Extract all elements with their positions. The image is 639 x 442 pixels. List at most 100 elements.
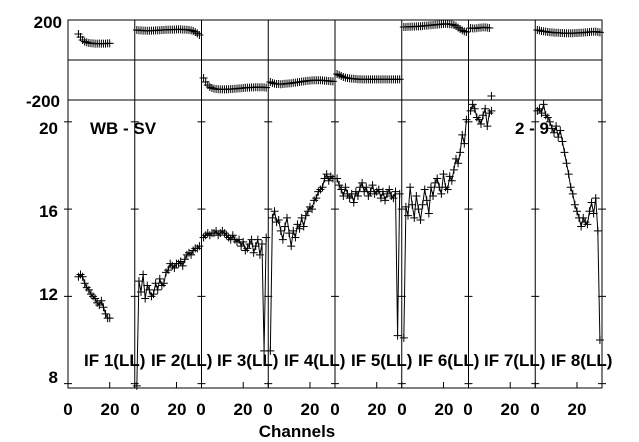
amplitude-point — [278, 235, 287, 244]
amplitude-point — [143, 281, 152, 290]
amplitude-point — [180, 255, 189, 264]
amplitude-point — [255, 250, 264, 259]
amplitude-point — [387, 192, 396, 200]
amplitude-point — [585, 207, 594, 216]
amp-tick-20: 20 — [39, 119, 58, 138]
amplitude-point — [483, 122, 492, 131]
phase-point — [333, 70, 342, 78]
amplitude-point — [349, 198, 358, 207]
phase-point — [456, 25, 465, 33]
amplitude-point — [322, 170, 331, 179]
phase-point — [335, 71, 344, 79]
phase-point — [339, 73, 348, 81]
amplitude-point — [189, 246, 198, 255]
phase-point — [454, 23, 463, 32]
phase-point — [268, 79, 277, 87]
amplitude-point — [550, 128, 559, 137]
amplitude-point — [99, 303, 108, 312]
if-label-8: IF 8(LL) — [551, 351, 612, 370]
amplitude-point — [287, 242, 296, 251]
amplitude-point — [408, 200, 417, 209]
phase-point — [460, 27, 469, 36]
amplitude-point — [412, 192, 421, 200]
amplitude-point — [91, 294, 100, 303]
amplitude-line — [78, 273, 110, 319]
phase-point — [535, 26, 544, 35]
phase-point — [337, 72, 346, 80]
amplitude-point — [468, 100, 477, 109]
x-tick-label: 0 — [196, 400, 205, 419]
amplitude-point — [195, 242, 204, 251]
amplitude-point — [362, 183, 371, 192]
amplitude-point — [245, 240, 254, 248]
amplitude-point — [164, 266, 173, 275]
amp-tick-8: 8 — [49, 368, 58, 387]
amplitude-line — [269, 172, 334, 351]
amplitude-point — [391, 187, 400, 196]
amplitude-point — [562, 159, 571, 168]
amplitude-point — [291, 233, 300, 242]
amplitude-point — [414, 205, 423, 214]
phase-point — [595, 28, 604, 37]
x-tick-label: 20 — [501, 400, 520, 419]
amplitude-point — [437, 189, 446, 198]
if-label-5: IF 5(LL) — [351, 351, 412, 370]
amplitude-point — [378, 187, 387, 196]
amplitude-point — [393, 331, 402, 340]
phase-tick-top: 200 — [34, 13, 62, 32]
amplitude-point — [429, 192, 438, 200]
amplitude-point — [481, 104, 490, 113]
phase-point — [485, 24, 494, 32]
amplitude-point — [368, 181, 377, 190]
x-tick-label: 20 — [435, 400, 454, 419]
phase-point — [82, 38, 91, 47]
amplitude-point — [262, 233, 271, 242]
amplitude-point — [385, 185, 394, 194]
amplitude-point — [445, 172, 454, 181]
amplitude-point — [593, 226, 602, 235]
amplitude-point — [351, 187, 360, 196]
amplitude-line — [203, 230, 267, 351]
amplitude-point — [595, 336, 604, 344]
amplitude-point — [556, 126, 565, 135]
amplitude-line — [536, 104, 601, 341]
amplitude-point — [293, 220, 302, 229]
amplitude-point — [568, 189, 577, 198]
amplitude-point — [418, 200, 427, 209]
amplitude-point — [320, 174, 329, 183]
amplitude-point — [274, 216, 283, 224]
amplitude-point — [381, 196, 390, 205]
phase-point — [205, 83, 214, 91]
amplitude-point — [454, 159, 463, 168]
polarization-annotation: 2 - 9 — [515, 119, 549, 138]
amplitude-point — [554, 133, 563, 142]
phase-point — [487, 92, 496, 100]
phase-point — [78, 36, 87, 44]
amplitude-point — [583, 220, 592, 229]
amplitude-point — [139, 270, 148, 279]
amplitude-point — [406, 183, 415, 192]
amplitude-point — [358, 178, 367, 187]
phase-point — [395, 75, 404, 84]
amplitude-point — [243, 244, 252, 253]
amplitude-point — [235, 235, 244, 244]
x-tick-label: 20 — [368, 400, 387, 419]
amplitude-point — [474, 115, 483, 124]
phase-point — [449, 21, 458, 29]
x-tick-label: 20 — [234, 400, 253, 419]
amplitude-point — [560, 148, 569, 157]
amplitude-point — [591, 194, 600, 203]
amplitude-point — [487, 106, 496, 115]
amplitude-point — [416, 216, 425, 224]
amplitude-point — [228, 231, 237, 240]
phase-point — [451, 22, 460, 30]
amplitude-point — [345, 194, 354, 203]
amplitude-point — [451, 154, 460, 163]
amplitude-point — [466, 106, 475, 115]
amplitude-point — [462, 115, 471, 124]
amplitude-point — [251, 242, 260, 251]
x-tick-label: 20 — [568, 400, 587, 419]
amplitude-point — [431, 178, 440, 187]
amplitude-point — [383, 189, 392, 198]
